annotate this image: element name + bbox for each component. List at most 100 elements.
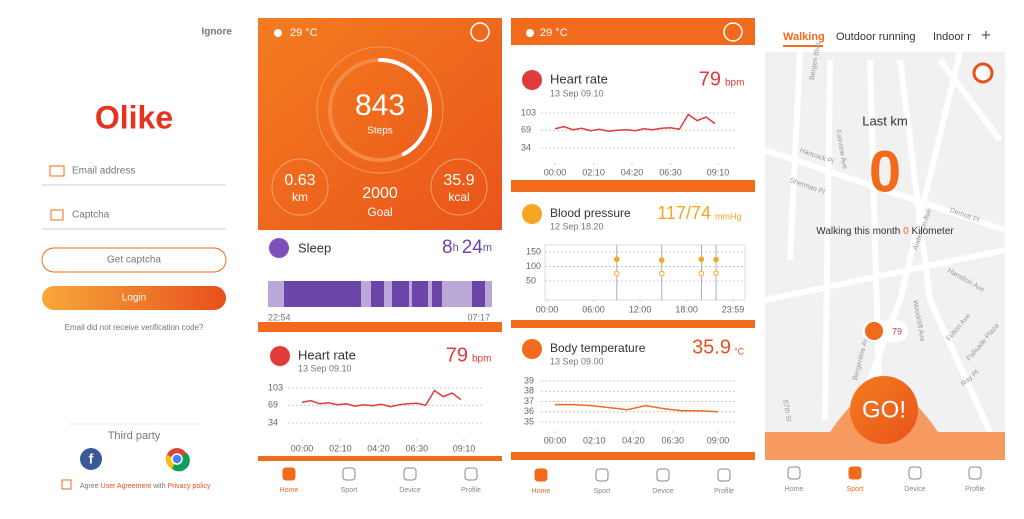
y-tick-label: 50 xyxy=(526,275,536,285)
nav-icon[interactable] xyxy=(342,467,356,481)
privacy-policy[interactable]: Privacy policy xyxy=(168,483,211,490)
facebook-button[interactable] xyxy=(80,448,102,470)
go-button[interactable] xyxy=(850,376,918,444)
y-tick-label: 39 xyxy=(524,375,534,385)
x-tick-label: 09:10 xyxy=(707,167,730,177)
ignore[interactable]: Ignore xyxy=(201,27,232,38)
heart-unit: bpm xyxy=(472,354,491,365)
heart-icon xyxy=(522,70,542,90)
nav-icon[interactable] xyxy=(656,468,670,482)
nav-label[interactable]: Profile xyxy=(965,486,985,493)
nav-label[interactable]: Home xyxy=(785,486,804,493)
x-tick-label: 04:20 xyxy=(622,435,645,445)
nav-icon[interactable] xyxy=(534,468,548,482)
map[interactable] xyxy=(765,52,1005,432)
heart-date: 13 Sep 09.10 xyxy=(298,363,352,373)
y-tick-label: 35 xyxy=(524,416,534,426)
agree: Agree xyxy=(80,483,99,490)
user-agreement[interactable]: User Agreement xyxy=(101,483,152,490)
separator xyxy=(511,452,755,460)
nav-icon[interactable] xyxy=(403,467,417,481)
login-screen: Ignore Olike Email address Captcha Get c… xyxy=(41,27,232,490)
no-code-link[interactable]: Email did not receive verification code? xyxy=(65,323,204,332)
nav-label[interactable]: Device xyxy=(904,486,926,493)
heart-title: Heart rate xyxy=(298,347,356,362)
home-screen: 29 °C 843 Steps 0.63 km 2000 Goal 35.9 k… xyxy=(258,18,502,500)
x-tick-label: 02:10 xyxy=(329,443,352,453)
nav-label[interactable]: Sport xyxy=(847,486,864,493)
bp-title: Blood pressure xyxy=(550,206,631,220)
nav-label[interactable]: Profile xyxy=(714,488,734,495)
y-tick-label: 100 xyxy=(526,261,541,271)
facebook-icon: f xyxy=(89,451,94,467)
heart-value: 79 xyxy=(446,344,468,366)
logo: Olike xyxy=(95,99,173,135)
heart-card[interactable] xyxy=(258,332,502,456)
month-unit: Kilometer xyxy=(911,226,954,237)
sleep-end: 07:17 xyxy=(467,312,490,322)
nav-label[interactable]: Device xyxy=(399,487,421,494)
nav-icon[interactable] xyxy=(848,466,862,480)
sleep-duration: 8h 24m xyxy=(442,237,492,258)
x-tick-label: 02:10 xyxy=(582,167,605,177)
goal-value: 2000 xyxy=(362,185,398,202)
third-party: Third party xyxy=(108,430,161,442)
login-button[interactable] xyxy=(42,286,226,310)
bp-card[interactable] xyxy=(511,192,755,320)
separator xyxy=(258,322,502,332)
email-input[interactable]: Email address xyxy=(72,166,135,177)
nav-icon[interactable] xyxy=(968,466,982,480)
distance-ring xyxy=(271,158,329,216)
locate-button[interactable] xyxy=(972,62,994,84)
steps-progress xyxy=(378,58,432,157)
x-tick-label: 02:10 xyxy=(583,435,606,445)
x-tick-label: 00:00 xyxy=(291,443,314,453)
nav-label[interactable]: Device xyxy=(652,488,674,495)
x-tick-label: 06:30 xyxy=(661,435,684,445)
nav-icon[interactable] xyxy=(464,467,478,481)
x-tick-label: 04:20 xyxy=(621,167,644,177)
nav-label[interactable]: Sport xyxy=(594,488,611,495)
distance-value: 0.63 xyxy=(284,172,315,189)
chrome-icon xyxy=(171,453,183,465)
get-captcha-button[interactable] xyxy=(41,247,227,273)
last-km-value: 0 xyxy=(869,139,901,204)
nav-icon[interactable] xyxy=(908,466,922,480)
temp-value: 35.9 xyxy=(692,336,731,358)
watch-icon[interactable] xyxy=(723,22,743,42)
nav-icon[interactable] xyxy=(595,468,609,482)
y-tick-label: 150 xyxy=(526,246,541,256)
tab-outdoor[interactable]: Outdoor running xyxy=(836,31,916,43)
tab-indoor[interactable]: Indoor r xyxy=(933,31,971,43)
bp-reading: 117/74 xyxy=(657,203,711,223)
bottom-nav xyxy=(258,461,502,500)
captcha-input[interactable]: Captcha xyxy=(72,210,110,221)
x-tick-label: 00:00 xyxy=(544,167,567,177)
temp-date: 13 Sep 09.00 xyxy=(550,356,604,366)
point xyxy=(698,256,705,263)
add-tab[interactable]: + xyxy=(981,25,991,44)
nav-icon[interactable] xyxy=(787,466,801,480)
heart-icon xyxy=(270,346,290,366)
point xyxy=(614,270,620,277)
login-label: Login xyxy=(122,293,146,304)
watch-icon[interactable] xyxy=(470,22,490,42)
heart-badge-value: 79 xyxy=(892,326,902,336)
nav-label[interactable]: Sport xyxy=(341,487,358,494)
bp-icon xyxy=(522,204,542,224)
y-tick-label: 38 xyxy=(524,386,534,396)
nav-icon[interactable] xyxy=(717,468,731,482)
sleep-minutes: 24 xyxy=(462,237,484,258)
nav-icon[interactable] xyxy=(282,467,296,481)
line xyxy=(554,113,716,133)
month-summary[interactable]: Walking this month 0 Kilometer xyxy=(816,226,954,237)
tab-walking[interactable]: Walking xyxy=(783,31,825,43)
y-tick-label: 69 xyxy=(268,400,278,410)
nav-label[interactable]: Profile xyxy=(461,487,481,494)
y-tick-label: 103 xyxy=(521,107,536,117)
nav-label[interactable]: Home xyxy=(532,488,551,495)
nav-label[interactable]: Home xyxy=(280,487,299,494)
email-icon xyxy=(49,165,65,177)
agree-checkbox[interactable] xyxy=(61,479,72,490)
sleep-title: Sleep xyxy=(298,240,331,255)
